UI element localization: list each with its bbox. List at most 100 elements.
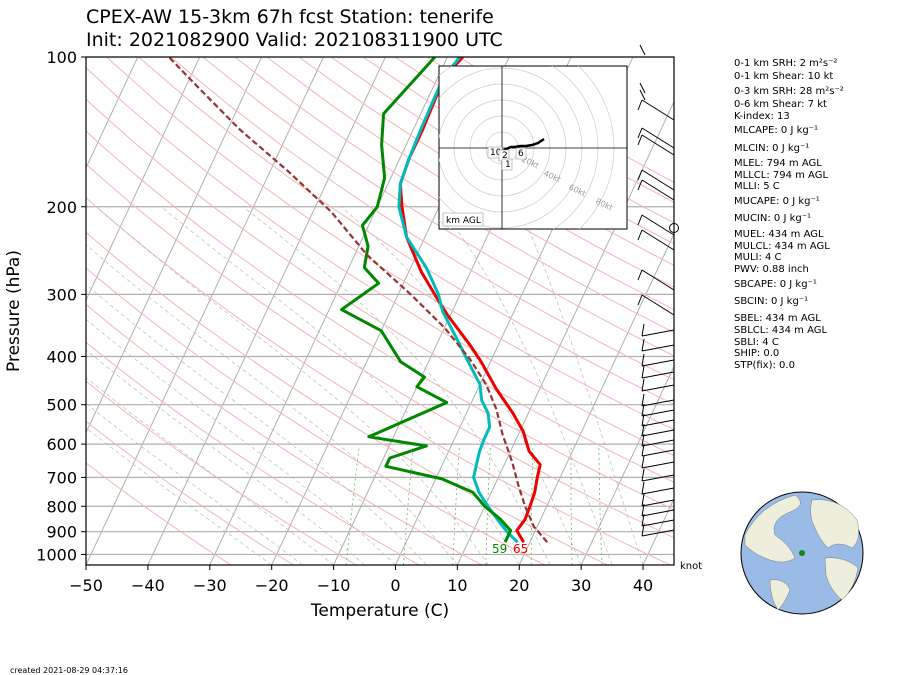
isotherm-line [86,57,324,565]
isotherm-line [86,57,201,302]
y-tick-label: 300 [46,285,77,304]
wind-barb [641,323,675,337]
profile-line-2 [340,57,513,543]
isotherm-line [86,57,139,169]
x-tick-label: 20 [509,576,529,595]
wind-barb [637,134,675,156]
dry-adiabat [86,163,674,539]
wind-barb [641,481,675,495]
moist-adiabat [86,402,303,565]
index-line: K-index: 13 [734,111,790,122]
x-tick-label: 30 [571,576,591,595]
y-tick-label: 400 [46,348,77,367]
moist-adiabat [86,284,427,565]
hodo-height-1: 1 [505,160,511,170]
index-line: 0-1 km Shear: 10 kt [734,71,833,82]
wind-barb [641,455,675,469]
index-line: MUCAPE: 0 J kg⁻¹ [734,196,820,207]
wind-barb [641,503,675,517]
dry-adiabat [86,231,608,565]
isotherm-line [456,100,674,565]
created-timestamp: created 2021-08-29 04:37:16 [10,666,128,675]
dry-adiabat [86,66,674,457]
x-tick-label: −50 [69,576,103,595]
x-tick-label: −10 [317,576,351,595]
wind-barb [641,468,675,482]
index-line: MLEL: 794 m AGL [734,158,822,169]
index-line: MULI: 4 C [734,252,782,263]
dry-adiabat [266,57,674,311]
dry-adiabat [202,57,674,357]
dry-adiabat [86,98,674,483]
moist-adiabat [242,206,551,565]
y-tick-label: 100 [46,48,77,67]
dry-adiabat [86,303,483,565]
moist-adiabat [439,206,613,565]
wind-barbs [637,44,675,537]
wind-barb [637,229,675,251]
moist-adiabat [96,206,489,565]
mixing-ratio-line [403,447,414,565]
dry-adiabat [138,57,674,406]
knot-label: knot [680,561,702,572]
y-tick-label: 700 [46,468,77,487]
wind-barb [639,44,646,56]
index-line: MULCL: 434 m AGL [734,241,830,252]
indices-panel: 0-1 km SRH: 2 m²s⁻² 0-1 km Shear: 10 kt 0-… [734,58,844,371]
wind-barb [641,493,675,507]
index-line: SBLCL: 434 m AGL [734,325,827,336]
y-tick-label: 500 [46,396,77,415]
isotherm-line [86,57,263,434]
wind-barb [641,353,675,367]
x-tick-label: −40 [131,576,165,595]
moist-adiabat [161,206,520,565]
surface-dewpoint-label: 59 [492,542,507,556]
hodograph-trace [502,137,545,153]
dry-adiabat [86,380,357,565]
hodo-height-10: 10 [490,148,502,158]
isotherm-line [580,365,674,565]
index-line: MLLCL: 794 m AGL [734,170,828,181]
y-tick-label: 200 [46,198,77,217]
x-tick-label: 0 [390,576,400,595]
dry-adiabat [234,57,674,334]
isotherm-line [209,57,448,565]
y-axis-label: Pressure (hPa) [4,250,24,372]
y-tick-label: 800 [46,497,77,516]
wind-barb [641,365,675,379]
wind-barb [637,214,675,236]
hodo-height-2: 2 [502,151,508,161]
dry-adiabat [86,420,294,565]
dry-adiabat [86,267,545,565]
mixing-ratio-line [530,447,534,565]
moist-adiabat [86,427,272,565]
x-axis-label: Temperature (C) [310,601,449,621]
dry-adiabat [298,57,674,288]
wind-barb [641,423,675,437]
wind-barb [637,269,675,291]
wind-barb [637,294,675,316]
surface-temperature-label: 65 [513,542,528,556]
wind-barb [641,443,675,457]
wind-barb [637,99,675,121]
wind-barb [637,179,675,201]
calm-wind-circle [669,223,679,233]
mixing-ratio-line [598,447,603,565]
dry-adiabat [86,197,671,565]
y-tick-label: 900 [46,523,77,542]
wind-barb [641,433,675,447]
wind-barb [641,523,675,537]
mixing-ratio-line [570,447,573,565]
x-tick-label: −20 [255,576,289,595]
dry-adiabat [170,57,674,381]
moist-adiabat [341,206,582,565]
index-line: STP(fix): 0.0 [734,360,795,371]
globe-map [740,491,864,615]
moist-adiabat [86,318,396,565]
chart-subtitle: Init: 2021082900 Valid: 202108311900 UTC [86,29,503,51]
index-line: SBEL: 434 m AGL [734,313,821,324]
hodo-height-6: 6 [518,149,524,159]
y-axis-ticks: 100 200 300 400 500 600 700 800 900 1000 [36,48,86,564]
plot-frame [85,56,675,566]
